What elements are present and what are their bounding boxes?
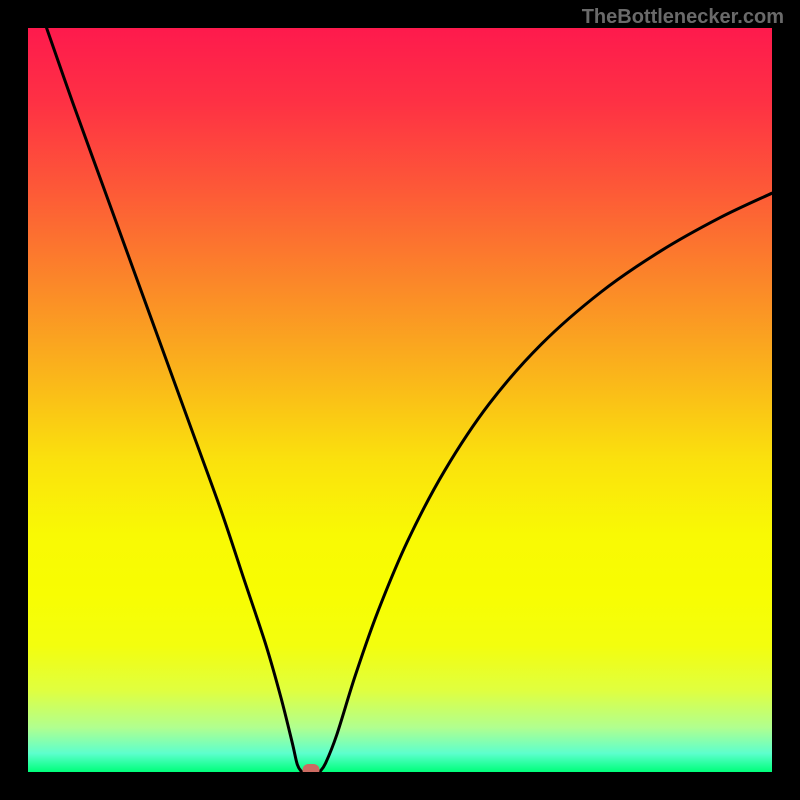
bottleneck-curve: [28, 28, 772, 772]
watermark-text: TheBottlenecker.com: [582, 6, 784, 29]
plot-area: [28, 28, 772, 772]
minimum-marker: [302, 764, 319, 772]
